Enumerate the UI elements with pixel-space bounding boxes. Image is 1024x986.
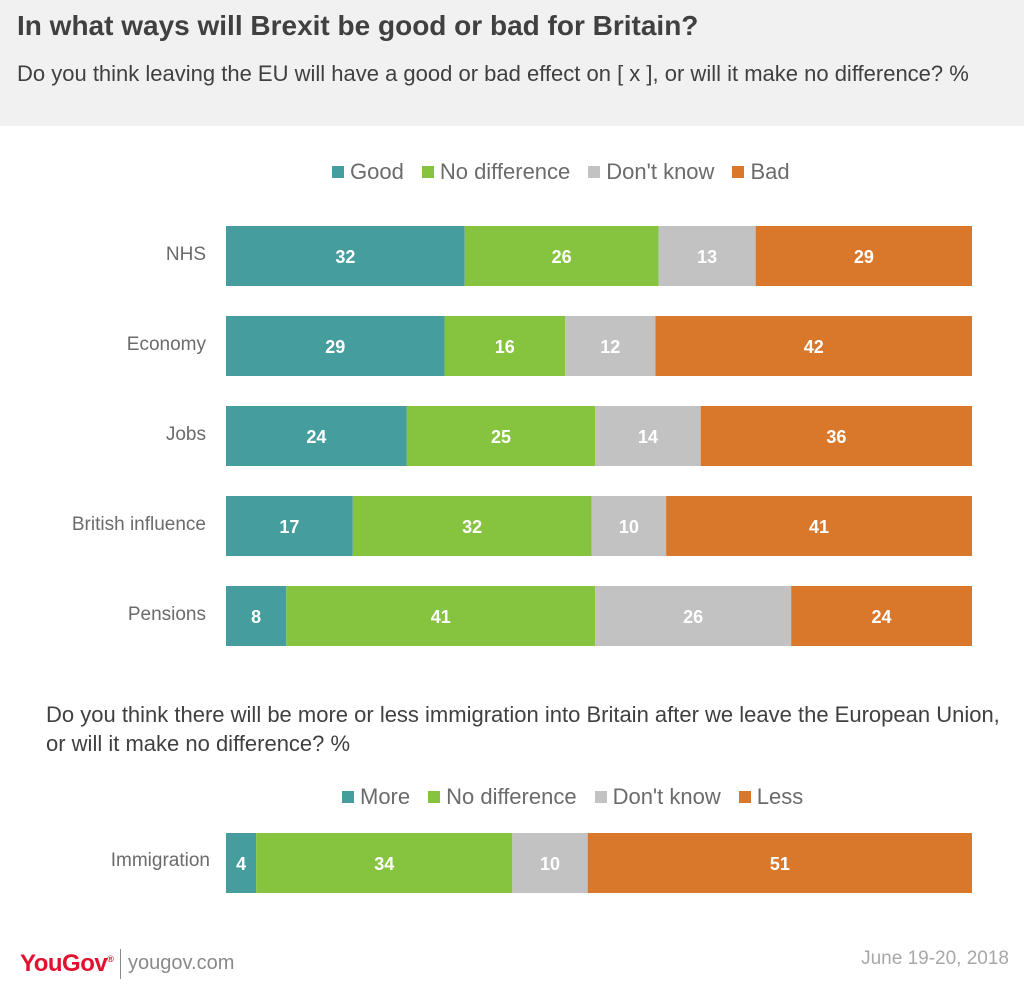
chart-subtitle: Do you think leaving the EU will have a …: [17, 61, 969, 86]
legend-swatch-good: [332, 166, 344, 178]
immigration-bar-immigration-less: [587, 833, 972, 893]
immigration-bar-immigration-no-difference: [256, 833, 513, 893]
immigration-bar-label-immigration-no-difference: 34: [374, 854, 394, 874]
bar-jobs-bad: [700, 406, 972, 466]
immigration-bar-label-immigration-more: 4: [236, 854, 246, 874]
immigration-bar-immigration-don-t-know: [512, 833, 588, 893]
legend-label-less: Less: [756, 784, 804, 809]
bar-economy-don-t-know: [565, 316, 656, 376]
bar-jobs-good: [226, 406, 407, 466]
legend-item-less: Less: [738, 784, 804, 810]
bar-label-economy-good: 29: [325, 337, 345, 357]
registered-mark: ®: [107, 954, 114, 964]
bar-british-influence-don-t-know: [591, 496, 667, 556]
logo-text: YouGov: [20, 950, 108, 977]
bar-nhs-bad: [755, 226, 972, 286]
bar-label-nhs-bad: 29: [854, 247, 874, 267]
bar-nhs-no-difference: [464, 226, 659, 286]
legend-top: Good No difference Don't know Bad: [332, 159, 790, 185]
legend-label-good: Good: [350, 159, 404, 184]
bar-label-nhs-good: 32: [335, 247, 355, 267]
footer-divider: [120, 949, 121, 979]
legend-swatch-more: [342, 791, 354, 803]
legend-label-more: More: [360, 784, 411, 809]
immigration-question: Do you think there will be more or less …: [46, 702, 1000, 756]
legend-label-bad: Bad: [750, 159, 790, 184]
bar-label-jobs-no-difference: 25: [491, 427, 511, 447]
row-label-economy: Economy: [126, 334, 206, 355]
bar-label-pensions-no-difference: 41: [431, 607, 451, 627]
yougov-logo: YouGov®: [20, 950, 114, 978]
bar-pensions-good: [226, 586, 287, 646]
row-label-immigration: Immigration: [110, 850, 210, 871]
legend-swatch-no-difference: [421, 166, 434, 178]
legend-item-no-difference-2: No difference: [428, 784, 577, 810]
legend-item-dont-know-2: Don't know: [594, 784, 721, 810]
legend-item-bad: Bad: [732, 159, 790, 185]
bar-british-influence-no-difference: [352, 496, 592, 556]
footer-url: yougov.com: [128, 952, 235, 974]
bar-label-british-influence-don-t-know: 10: [619, 517, 639, 537]
legend-swatch-dont-know-2: [594, 791, 607, 803]
bar-label-nhs-no-difference: 26: [552, 247, 572, 267]
survey-date: June 19-20, 2018: [861, 948, 1009, 969]
row-label-pensions: Pensions: [127, 604, 206, 625]
bar-british-influence-bad: [666, 496, 972, 556]
immigration-bar-label-immigration-don-t-know: 10: [540, 854, 560, 874]
row-label-british-influence: British influence: [71, 514, 206, 535]
bar-nhs-don-t-know: [658, 226, 756, 286]
legend-label-no-difference: No difference: [439, 159, 571, 184]
bar-label-jobs-good: 24: [306, 427, 326, 447]
bar-jobs-no-difference: [406, 406, 596, 466]
bar-label-british-influence-good: 17: [279, 517, 299, 537]
chart-title: In what ways will Brexit be good or bad …: [17, 10, 699, 41]
immigration-bar-label-immigration-less: 51: [770, 854, 790, 874]
bar-economy-bad: [655, 316, 972, 376]
legend-label-no-difference-2: No difference: [446, 784, 577, 809]
row-label-nhs: NHS: [165, 244, 206, 265]
bar-economy-no-difference: [444, 316, 566, 376]
bar-label-pensions-good: 8: [251, 607, 261, 627]
bar-label-jobs-don-t-know: 14: [638, 427, 658, 447]
bar-label-jobs-bad: 36: [826, 427, 846, 447]
legend-label-dont-know-2: Don't know: [612, 784, 721, 809]
legend-swatch-less: [738, 791, 751, 803]
bar-jobs-don-t-know: [595, 406, 701, 466]
bar-label-pensions-don-t-know: 26: [683, 607, 703, 627]
bar-label-economy-no-difference: 16: [495, 337, 515, 357]
bar-label-british-influence-no-difference: 32: [462, 517, 482, 537]
bar-pensions-bad: [791, 586, 972, 646]
bar-label-british-influence-bad: 41: [809, 517, 829, 537]
legend-bottom: More No difference Don't know Less: [342, 784, 803, 810]
legend-item-dont-know: Don't know: [588, 159, 714, 185]
bar-pensions-don-t-know: [595, 586, 792, 646]
bar-label-pensions-bad: 24: [872, 607, 892, 627]
legend-label-dont-know: Don't know: [606, 159, 715, 184]
legend-swatch-bad: [732, 166, 745, 178]
legend-item-no-difference: No difference: [421, 159, 571, 185]
bar-pensions-no-difference: [286, 586, 596, 646]
header-band: In what ways will Brexit be good or bad …: [0, 0, 1024, 126]
row-label-jobs: Jobs: [165, 424, 206, 445]
bar-nhs-good: [226, 226, 465, 286]
bar-economy-good: [226, 316, 445, 376]
legend-swatch-no-difference-2: [428, 791, 441, 803]
legend-swatch-dont-know: [588, 166, 601, 178]
bar-label-economy-don-t-know: 12: [600, 337, 620, 357]
bar-british-influence-good: [226, 496, 353, 556]
bar-label-nhs-don-t-know: 13: [697, 247, 717, 267]
legend-item-more: More: [342, 784, 410, 810]
immigration-bar-immigration-more: [226, 833, 257, 893]
legend-item-good: Good: [332, 159, 404, 185]
bar-label-economy-bad: 42: [804, 337, 824, 357]
